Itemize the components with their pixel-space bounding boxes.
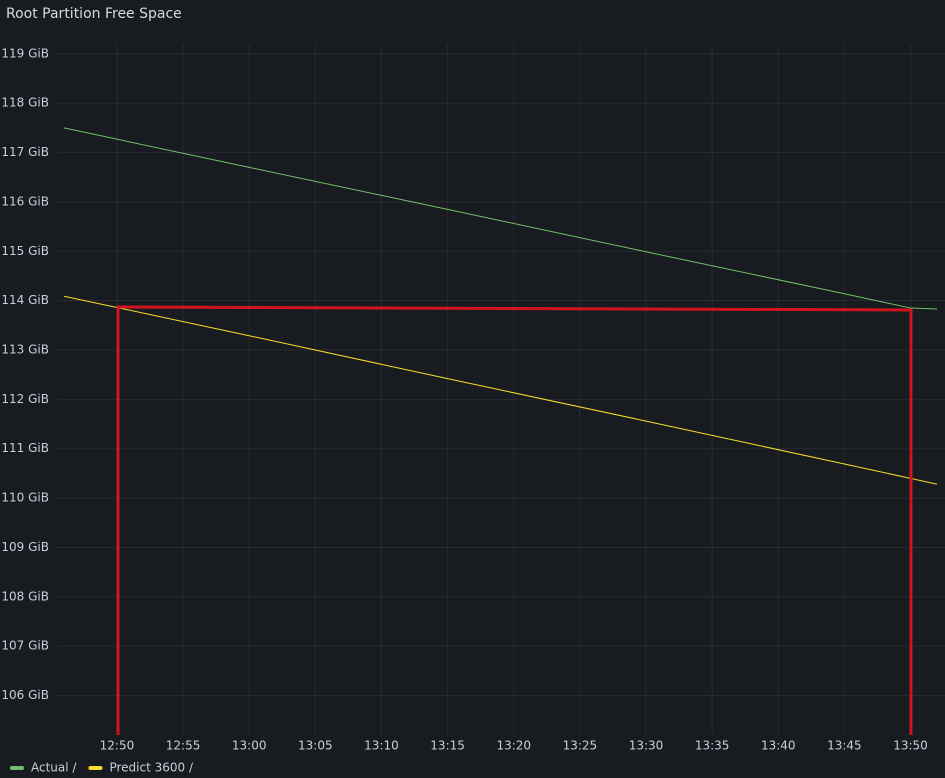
y-tick-label: 118 GiB	[1, 96, 49, 110]
chart-title: Root Partition Free Space	[6, 6, 182, 22]
x-tick-label: 13:20	[496, 739, 531, 753]
legend-label: Predict 3600 /	[109, 761, 194, 775]
y-tick-label: 112 GiB	[1, 392, 49, 406]
x-tick-label: 12:55	[166, 739, 201, 753]
y-tick-label: 113 GiB	[1, 343, 49, 357]
y-tick-label: 119 GiB	[1, 46, 49, 60]
x-tick-label: 13:35	[695, 739, 730, 753]
legend-swatch	[10, 766, 24, 770]
x-tick-label: 13:05	[298, 739, 333, 753]
y-tick-label: 110 GiB	[1, 491, 49, 505]
y-tick-label: 117 GiB	[1, 145, 49, 159]
x-tick-label: 13:40	[761, 739, 796, 753]
legend: Actual / Predict 3600 /	[10, 761, 194, 775]
x-tick-label: 13:10	[364, 739, 399, 753]
y-tick-label: 106 GiB	[1, 688, 49, 702]
x-tick-label: 13:15	[430, 739, 465, 753]
y-tick-label: 116 GiB	[1, 194, 49, 208]
legend-label: Actual /	[31, 761, 77, 775]
y-tick-label: 111 GiB	[1, 441, 49, 455]
y-tick-label: 114 GiB	[1, 293, 49, 307]
x-tick-label: 13:30	[629, 739, 664, 753]
legend-swatch	[88, 766, 103, 770]
y-tick-label: 115 GiB	[1, 244, 49, 258]
x-tick-label: 13:00	[232, 739, 267, 753]
x-tick-label: 13:45	[827, 739, 862, 753]
x-tick-label: 13:25	[563, 739, 598, 753]
y-tick-label: 108 GiB	[1, 589, 49, 603]
series-line	[63, 127, 938, 310]
highlight-box	[116, 305, 913, 735]
y-tick-label: 109 GiB	[1, 540, 49, 554]
x-tick-label: 12:50	[100, 739, 135, 753]
x-tick-label: 13:50	[893, 739, 928, 753]
y-tick-label: 107 GiB	[1, 639, 49, 653]
